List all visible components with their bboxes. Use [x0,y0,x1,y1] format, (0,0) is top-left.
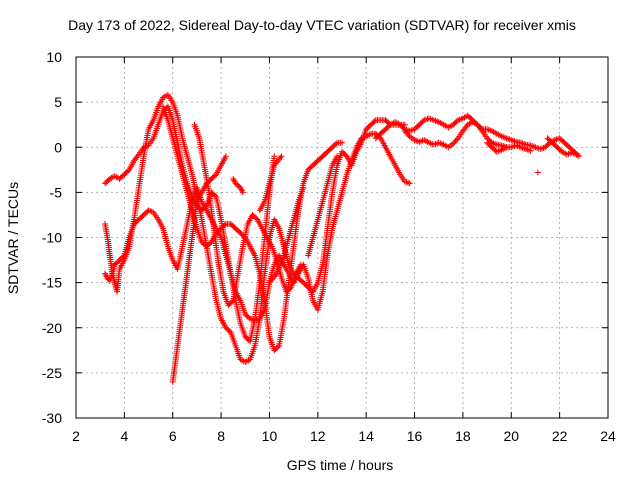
data-point [527,147,534,154]
x-tick-label: 6 [169,428,177,444]
x-tick-label: 16 [407,428,423,444]
y-tick-label: 5 [54,94,62,110]
x-axis: 2 4 6 8 10 12 14 16 18 20 22 24 [72,57,616,444]
data-point [406,180,413,187]
data-point [271,153,278,160]
data-point [405,132,412,139]
x-tick-label: 2 [72,428,80,444]
data-point [212,192,219,199]
x-tick-label: 20 [503,428,519,444]
y-tick-label: -25 [42,365,62,381]
data-point [221,222,228,229]
y-axis: -30 -25 -20 -15 -10 -5 0 5 10 [42,49,608,426]
data-point [453,136,460,143]
y-tick-label: -10 [42,230,62,246]
series-arc-12 [401,118,534,154]
x-tick-label: 18 [455,428,471,444]
x-tick-label: 8 [217,428,225,444]
series-arc-8 [256,153,285,214]
data-point [287,285,294,292]
data-point [573,151,580,158]
data-point [574,152,581,159]
x-axis-label: GPS time / hours [287,457,394,473]
data-point [228,298,235,305]
series-arc-13 [484,139,510,155]
x-tick-label: 12 [310,428,326,444]
series-arc-6 [191,121,304,309]
data-point [278,153,285,160]
data-point [334,153,341,160]
data-point [300,184,307,191]
series-arc-14 [544,135,580,158]
y-tick-label: -5 [50,184,63,200]
x-tick-label: 24 [600,428,616,444]
data-point [274,343,281,350]
data-point [226,328,233,335]
series-arc-2 [102,91,408,366]
series-arc-7 [230,175,246,196]
chart-title: Day 173 of 2022, Sidereal Day-to-day VTE… [68,17,576,33]
series-arc-9 [266,184,307,286]
data-point [120,253,127,260]
series-arc-5 [169,153,229,385]
y-axis-label: SDTVAR / TECUs [5,182,21,294]
data-point [503,144,510,151]
x-tick-label: 10 [262,428,278,444]
data-point [332,140,339,147]
data-points [102,91,582,385]
x-tick-label: 14 [358,428,374,444]
data-point [534,169,541,176]
data-point [371,118,378,125]
data-point [239,189,246,196]
series-arc-10 [305,153,341,259]
x-tick-label: 22 [552,428,568,444]
x-tick-label: 4 [120,428,128,444]
y-tick-label: -15 [42,275,62,291]
series-arc-15 [534,169,541,176]
y-tick-label: -30 [42,410,62,426]
y-tick-label: 0 [54,139,62,155]
data-point [339,139,345,146]
y-tick-label: 10 [46,49,62,65]
y-tick-label: -20 [42,320,62,336]
data-point [222,153,229,160]
data-point [297,261,304,268]
series-arc-11 [372,112,582,160]
